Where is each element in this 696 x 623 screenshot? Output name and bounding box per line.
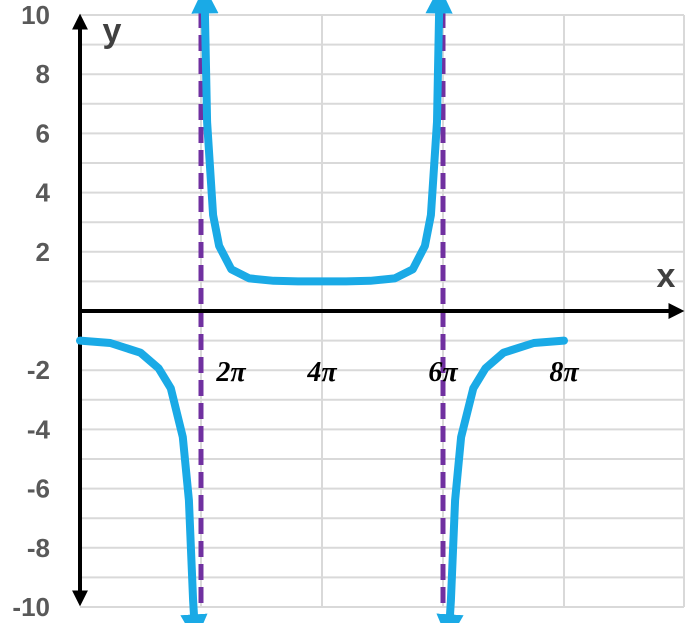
x-tick-label: 2π	[215, 357, 246, 388]
x-tick-label: 4π	[306, 357, 337, 388]
curve-middle	[191, 0, 453, 286]
tick-labels: -10 -8 -6 -4 -2 2 4 6 8 10 2π 4π 6π 8π y x	[12, 0, 675, 622]
x-tick-label: 8π	[549, 357, 579, 388]
x-axis-label: x	[657, 257, 676, 295]
y-tick-label: -10	[12, 592, 50, 622]
y-tick-label: -2	[27, 355, 50, 385]
y-tick-label: -8	[27, 533, 50, 563]
y-tick-label: 10	[21, 0, 50, 30]
y-tick-label: 8	[36, 59, 50, 89]
y-axis-label: y	[103, 12, 122, 50]
curve-left	[76, 336, 208, 623]
axes	[72, 13, 685, 607]
curve-right	[436, 336, 568, 623]
y-tick-label: 4	[36, 178, 51, 208]
y-tick-label: 2	[36, 237, 50, 267]
y-tick-label: -4	[27, 414, 51, 444]
y-tick-label: 6	[36, 118, 50, 148]
curve-series	[76, 0, 568, 623]
x-tick-label: 6π	[428, 357, 458, 388]
y-tick-label: -6	[27, 474, 50, 504]
